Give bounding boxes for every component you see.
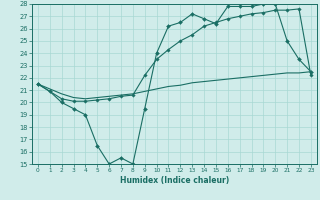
X-axis label: Humidex (Indice chaleur): Humidex (Indice chaleur) [120, 176, 229, 185]
